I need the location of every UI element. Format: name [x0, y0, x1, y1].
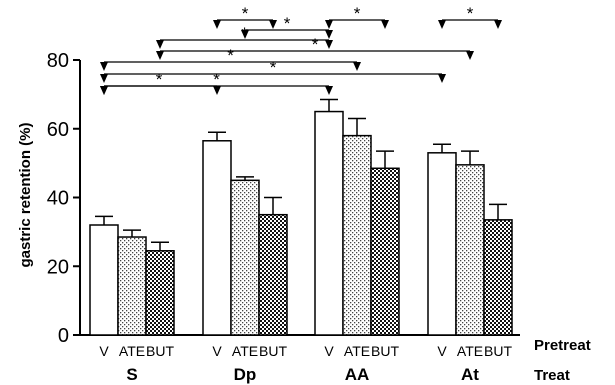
category-label: ATE	[344, 343, 370, 359]
y-tick-label: 40	[47, 188, 69, 210]
category-label: V	[437, 343, 447, 359]
comparison-arrowhead	[438, 20, 446, 29]
pretreat-row-label: Pretreat	[534, 337, 591, 354]
comparison-arrowhead	[269, 20, 277, 29]
category-label: ATE	[457, 343, 483, 359]
category-label: BUT	[371, 343, 399, 359]
comparison-arrowhead	[213, 86, 221, 95]
y-tick-label: 20	[47, 256, 69, 278]
comparison-arrowhead	[353, 62, 361, 71]
treat-row-label: Treat	[534, 367, 570, 384]
bar	[370, 167, 400, 336]
significance-star: *	[312, 35, 319, 54]
group-label: Dp	[234, 365, 257, 384]
comparison-arrowhead	[325, 20, 333, 29]
comparison-arrowhead	[381, 20, 389, 29]
bar	[117, 236, 147, 336]
comparison-arrowhead	[494, 20, 502, 29]
y-tick-label: 80	[47, 50, 69, 72]
category-label: V	[212, 343, 222, 359]
bar	[427, 152, 457, 336]
category-label: BUT	[146, 343, 174, 359]
comparison-arrowhead	[325, 40, 333, 49]
category-label: V	[324, 343, 334, 359]
bar	[483, 219, 513, 336]
category-label: ATE	[232, 343, 258, 359]
bar	[89, 224, 119, 336]
y-axis-title: gastric retention (%)	[17, 122, 34, 267]
bar	[258, 213, 288, 336]
bar	[145, 250, 175, 336]
significance-star: *	[241, 24, 248, 43]
significance-star: *	[227, 46, 234, 65]
significance-star: *	[467, 4, 474, 23]
bar	[314, 110, 344, 336]
comparison-arrowhead	[325, 86, 333, 95]
bar	[455, 164, 485, 336]
comparison-arrowhead	[325, 30, 333, 39]
significance-star: *	[354, 4, 361, 23]
comparison-arrowhead	[100, 86, 108, 95]
significance-star: *	[156, 70, 163, 89]
group-label: AA	[345, 365, 370, 384]
comparison-arrowhead	[156, 40, 164, 49]
y-tick-label: 60	[47, 119, 69, 141]
significance-star: *	[284, 14, 291, 33]
y-tick-label: 0	[58, 325, 69, 347]
comparison-arrowhead	[156, 51, 164, 60]
group-label: S	[126, 365, 137, 384]
group-label: At	[461, 365, 479, 384]
comparison-arrowhead	[466, 51, 474, 60]
comparison-arrowhead	[241, 30, 249, 39]
significance-star: *	[242, 4, 249, 23]
comparison-arrowhead	[100, 74, 108, 83]
comparison-arrowhead	[100, 62, 108, 71]
bar	[230, 179, 260, 336]
category-label: BUT	[259, 343, 287, 359]
significance-star: *	[270, 58, 277, 77]
category-label: V	[99, 343, 109, 359]
significance-star: *	[213, 70, 220, 89]
category-label: BUT	[484, 343, 512, 359]
category-label: ATE	[119, 343, 145, 359]
comparison-arrowhead	[213, 20, 221, 29]
bar	[202, 140, 232, 336]
comparison-arrowhead	[438, 74, 446, 83]
bar	[342, 134, 372, 336]
